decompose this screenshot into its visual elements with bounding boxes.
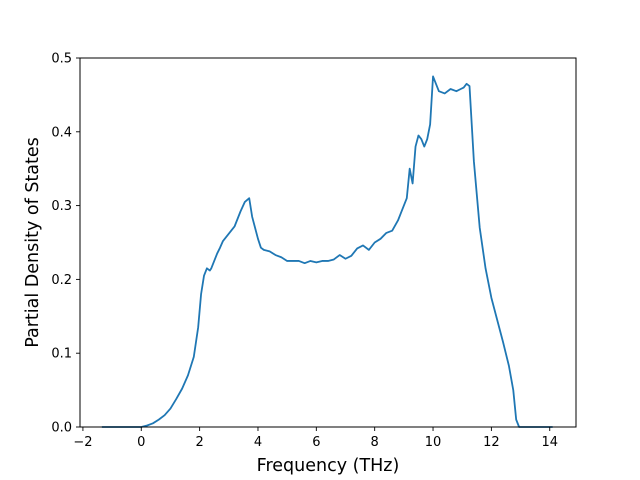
x-tick-label: 2 xyxy=(195,435,203,450)
axes-frame xyxy=(79,57,577,428)
x-tick-label: 12 xyxy=(483,435,500,450)
y-tick-label: 0.3 xyxy=(51,199,72,214)
plot-area xyxy=(101,75,553,428)
x-axis: −2 0 2 4 6 8 10 12 14 xyxy=(73,427,558,450)
x-tick-label: 10 xyxy=(425,435,442,450)
x-tick-label: 14 xyxy=(541,435,558,450)
y-tick-label: 0.2 xyxy=(51,273,72,288)
dos-series-line xyxy=(101,75,553,428)
y-axis-title: Partial Density of States xyxy=(23,137,43,348)
x-axis-title: Frequency (THz) xyxy=(257,456,400,476)
y-axis: 0.0 0.1 0.2 0.3 0.4 0.5 xyxy=(51,52,80,436)
y-tick-label: 0.5 xyxy=(51,52,72,67)
y-tick-label: 0.0 xyxy=(51,421,72,436)
y-tick-label: 0.4 xyxy=(51,125,72,140)
x-tick-label: 6 xyxy=(312,435,320,450)
x-tick-label: −2 xyxy=(73,435,92,450)
y-tick-label: 0.1 xyxy=(51,347,72,362)
x-tick-label: 0 xyxy=(137,435,145,450)
x-tick-label: 8 xyxy=(371,435,379,450)
x-tick-label: 4 xyxy=(254,435,262,450)
